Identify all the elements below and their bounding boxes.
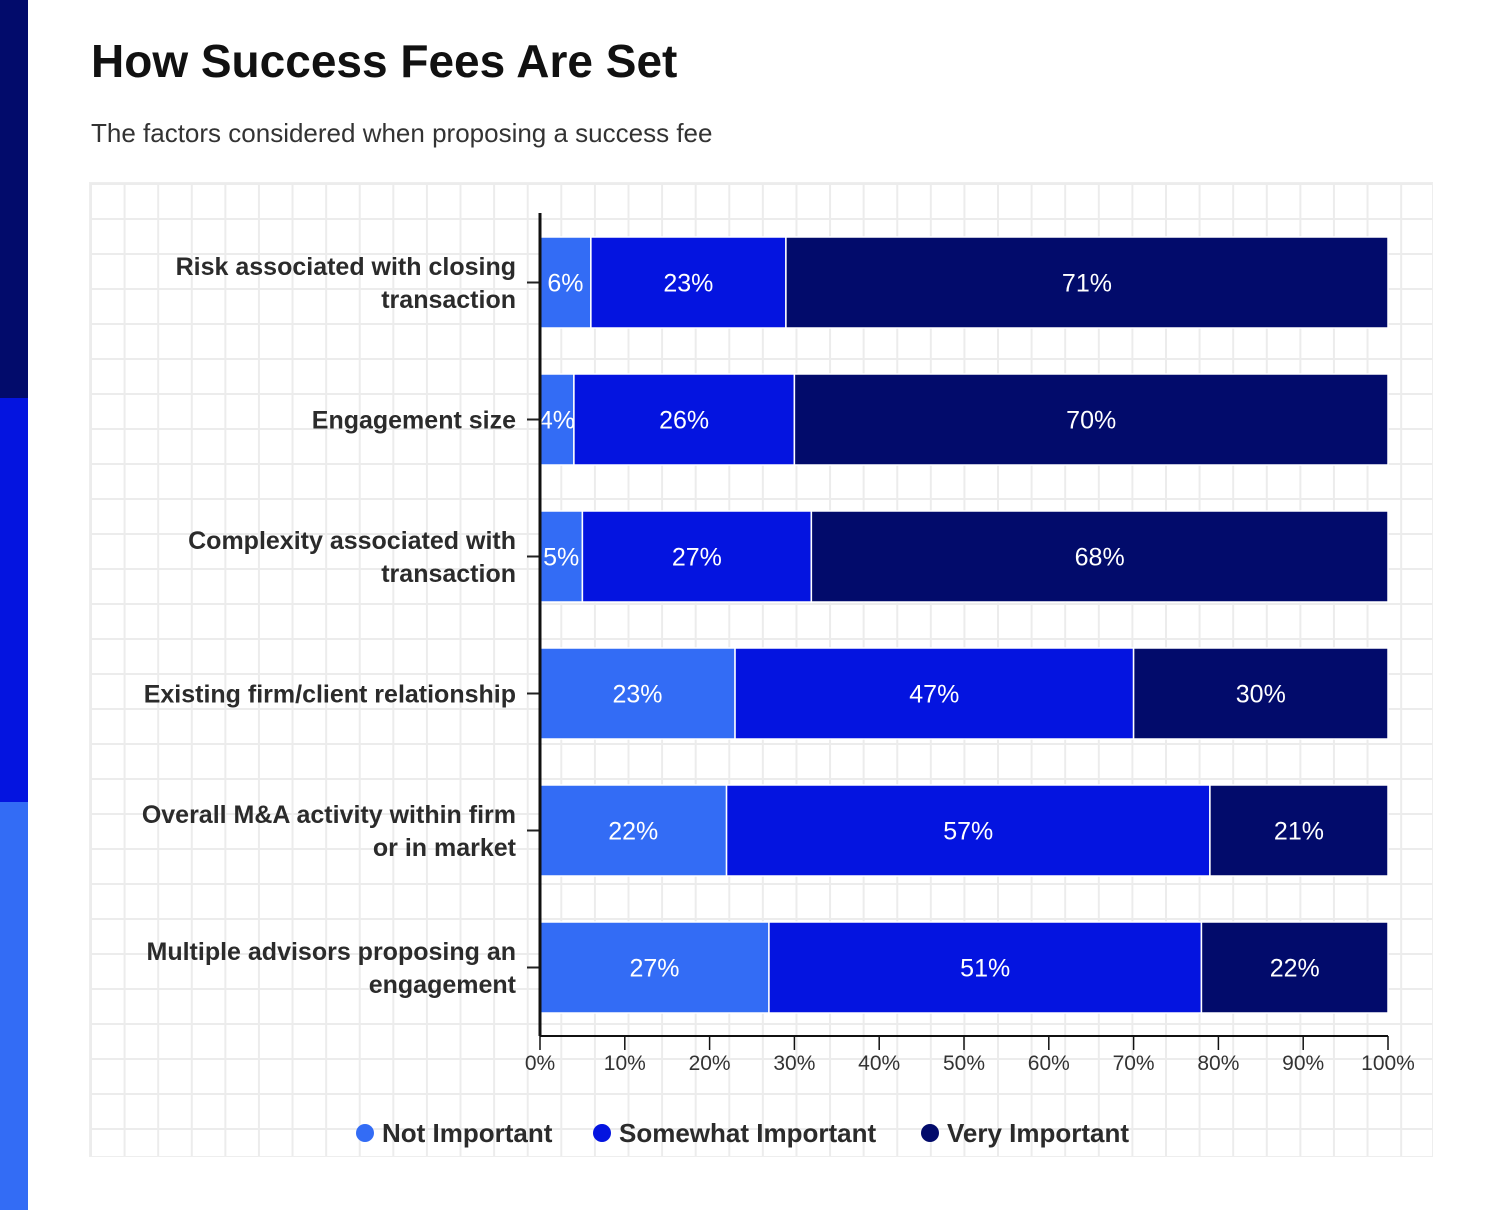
bar-segment: [1209, 784, 1389, 877]
x-tick-label: 40%: [858, 1052, 900, 1075]
bar-segment: [785, 236, 1389, 329]
legend-label: Not Important: [382, 1118, 553, 1148]
accent-stripe-light: [0, 802, 28, 1210]
x-tick-label: 80%: [1197, 1052, 1239, 1075]
bar-segment: [539, 647, 736, 740]
x-tick-label: 20%: [689, 1052, 731, 1075]
legend-label: Very Important: [947, 1118, 1129, 1148]
data-label: 22%: [1270, 955, 1320, 983]
data-label: 57%: [943, 818, 993, 846]
data-label: 70%: [1066, 407, 1116, 435]
legend-marker: [593, 1124, 611, 1142]
category-label: Existing firm/client relationship: [144, 681, 516, 709]
bar-segment: [810, 510, 1389, 603]
category-label: engagement: [369, 971, 517, 999]
data-label: 23%: [663, 270, 713, 298]
category-label: Overall M&A activity within firm: [142, 801, 516, 829]
data-label: 51%: [960, 955, 1010, 983]
x-tick-label: 100%: [1361, 1052, 1415, 1075]
bar-segment: [1132, 647, 1389, 740]
data-label: 22%: [608, 818, 658, 846]
data-label: 68%: [1075, 544, 1125, 572]
bar-segment: [539, 373, 575, 466]
bar-segment: [725, 784, 1211, 877]
x-tick-label: 0%: [525, 1052, 555, 1075]
data-label: 6%: [547, 270, 583, 298]
category-label: Engagement size: [312, 407, 516, 435]
bar-segment: [539, 510, 584, 603]
bar-segment: [590, 236, 787, 329]
accent-stripe-mid: [0, 398, 28, 802]
category-label: transaction: [381, 286, 516, 314]
data-label: 23%: [612, 681, 662, 709]
category-label: Multiple advisors proposing an: [147, 938, 516, 966]
x-tick-label: 90%: [1282, 1052, 1324, 1075]
data-label: 4%: [539, 407, 575, 435]
bar-segment: [539, 921, 770, 1014]
legend-marker: [356, 1124, 374, 1142]
x-tick-label: 60%: [1028, 1052, 1070, 1075]
bar-segment: [768, 921, 1203, 1014]
data-label: 27%: [672, 544, 722, 572]
legend-marker: [921, 1124, 939, 1142]
bar-segment: [734, 647, 1135, 740]
x-tick-label: 10%: [604, 1052, 646, 1075]
chart-subtitle: The factors considered when proposing a …: [91, 118, 713, 148]
bar-segment: [581, 510, 813, 603]
bar-segment: [539, 236, 592, 329]
data-label: 26%: [659, 407, 709, 435]
x-tick-label: 70%: [1113, 1052, 1155, 1075]
data-label: 27%: [629, 955, 679, 983]
category-label: Complexity associated with: [188, 527, 516, 555]
x-tick-label: 30%: [773, 1052, 815, 1075]
chart-title: How Success Fees Are Set: [91, 35, 678, 87]
category-label: Risk associated with closing: [176, 253, 516, 281]
x-tick-label: 50%: [943, 1052, 985, 1075]
bar-segment: [793, 373, 1389, 466]
data-label: 47%: [909, 681, 959, 709]
bar-segment: [539, 784, 728, 877]
data-label: 5%: [543, 544, 579, 572]
category-label: or in market: [373, 834, 517, 862]
accent-stripe-dark: [0, 0, 28, 398]
data-label: 30%: [1236, 681, 1286, 709]
data-label: 71%: [1062, 270, 1112, 298]
category-label: transaction: [381, 560, 516, 588]
data-label: 21%: [1274, 818, 1324, 846]
bar-segment: [573, 373, 796, 466]
bar-segment: [1200, 921, 1389, 1014]
legend-label: Somewhat Important: [619, 1118, 876, 1148]
